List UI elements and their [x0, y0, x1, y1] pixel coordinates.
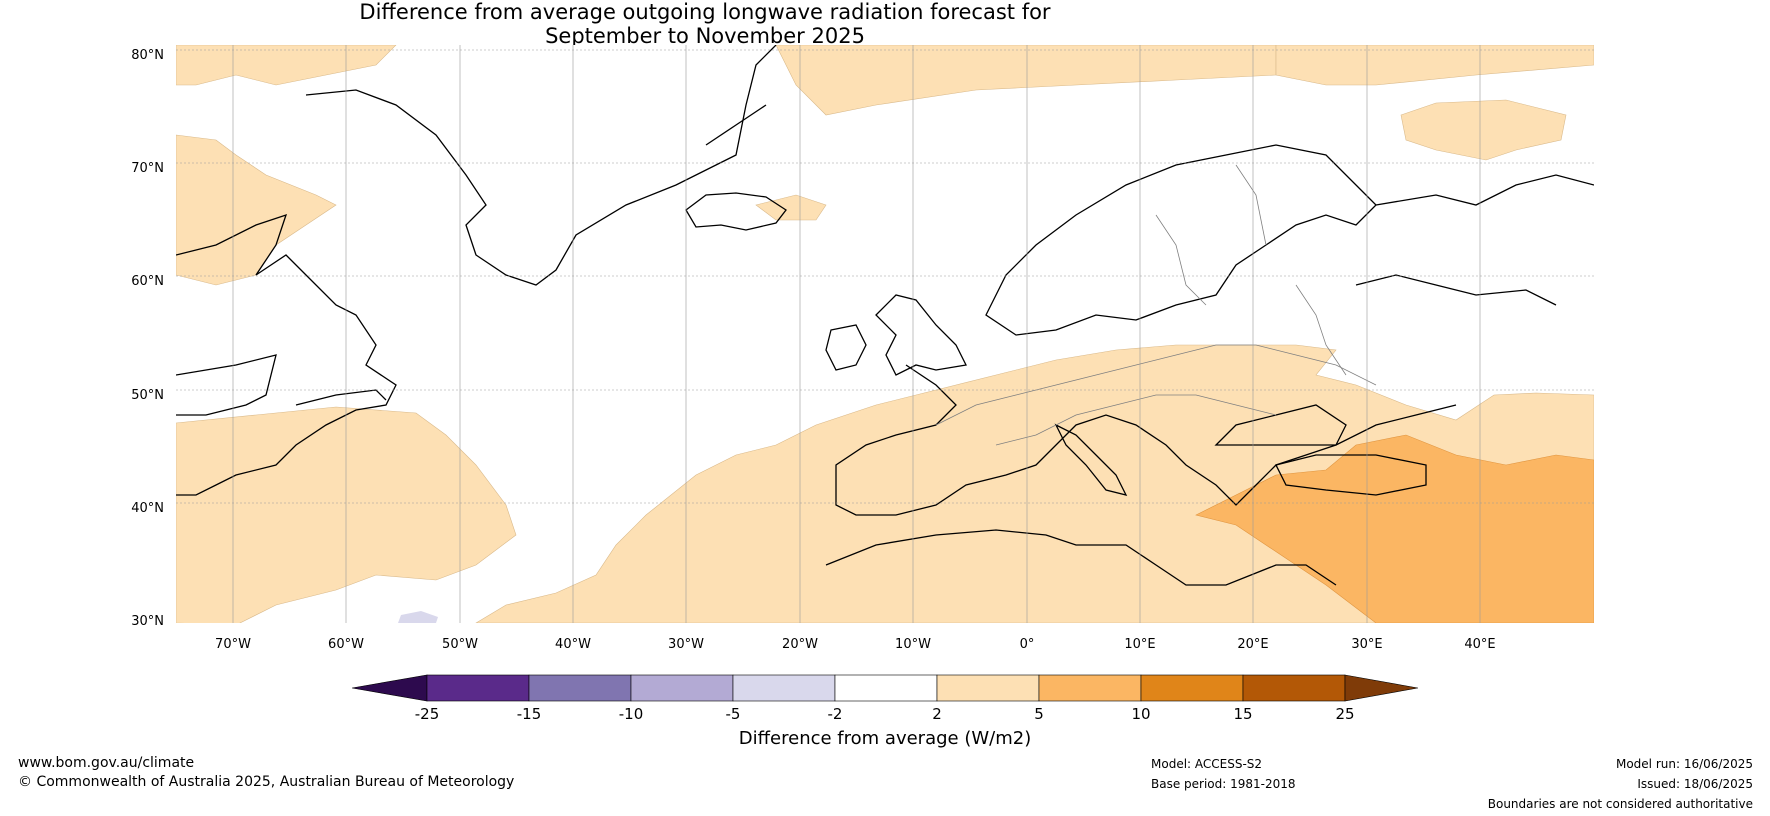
lon-label-60w: 60°W [328, 637, 364, 652]
lon-label-40e: 40°E [1464, 637, 1496, 652]
disclaimer-text: Boundaries are not considered authoritat… [1487, 797, 1753, 811]
model-run-text: Model run: 16/06/2025 [1615, 757, 1753, 771]
colorbar-tick: 15 [1233, 705, 1253, 723]
colorbar-tick: -2 [827, 705, 843, 723]
lon-label-50w: 50°W [442, 637, 478, 652]
map-panel [176, 45, 1594, 623]
colorbar-tick: -10 [618, 705, 644, 723]
graticule [176, 45, 1594, 623]
lat-label-60n: 60°N [131, 274, 164, 289]
lon-label-0: 0° [1019, 637, 1035, 652]
colorbar-tick: 25 [1335, 705, 1355, 723]
title-line-2: September to November 2025 [545, 24, 865, 48]
colorbar-tick: 2 [932, 705, 942, 723]
colorbar-seg-10 [1344, 674, 1418, 702]
colorbar-seg-4 [732, 674, 836, 702]
lat-label-80n: 80°N [131, 48, 164, 63]
lat-label-40n: 40°N [131, 501, 164, 516]
country-borders [935, 164, 1377, 446]
colorbar-seg-9 [1242, 674, 1346, 702]
model-text: Model: ACCESS-S2 [1151, 757, 1263, 771]
lon-label-10e: 10°E [1124, 637, 1156, 652]
colorbar [352, 674, 1418, 702]
lat-label-70n: 70°N [131, 161, 164, 176]
colorbar-seg-6 [936, 674, 1040, 702]
colorbar-seg-8 [1140, 674, 1244, 702]
lon-label-30w: 30°W [668, 637, 704, 652]
map-title: Difference from average outgoing longwav… [0, 0, 1410, 48]
lon-label-20e: 20°E [1237, 637, 1269, 652]
colorbar-seg-5 [834, 674, 938, 702]
lat-label-50n: 50°N [131, 388, 164, 403]
base-period-text: Base period: 1981-2018 [1151, 777, 1296, 791]
website-link[interactable]: www.bom.gov.au/climate [18, 755, 195, 771]
colorbar-tick: -25 [414, 705, 440, 723]
anomaly-5-10-fill [1195, 434, 1594, 623]
map-svg [176, 45, 1594, 623]
copyright-text: © Commonwealth of Australia 2025, Austra… [18, 774, 515, 790]
lat-label-30n: 30°N [131, 614, 164, 629]
colorbar-label: Difference from average (W/m2) [738, 728, 1032, 749]
issued-text: Issued: 18/06/2025 [1637, 777, 1753, 791]
lon-label-70w: 70°W [215, 637, 251, 652]
title-line-1: Difference from average outgoing longwav… [359, 0, 1051, 24]
colorbar-seg-1 [426, 674, 530, 702]
lon-label-20w: 20°W [782, 637, 818, 652]
colorbar-tick: 5 [1034, 705, 1044, 723]
lon-label-40w: 40°W [555, 637, 591, 652]
coastlines [176, 45, 1594, 586]
lon-label-30e: 30°E [1351, 637, 1383, 652]
colorbar-seg-2 [528, 674, 632, 702]
colorbar-seg-0 [352, 674, 428, 702]
colorbar-tick: -5 [725, 705, 741, 723]
lon-label-10w: 10°W [895, 637, 931, 652]
anomaly-neg-fill [398, 611, 438, 623]
colorbar-seg-3 [630, 674, 734, 702]
colorbar-tick: -15 [516, 705, 542, 723]
colorbar-seg-7 [1038, 674, 1142, 702]
colorbar-tick: 10 [1131, 705, 1151, 723]
